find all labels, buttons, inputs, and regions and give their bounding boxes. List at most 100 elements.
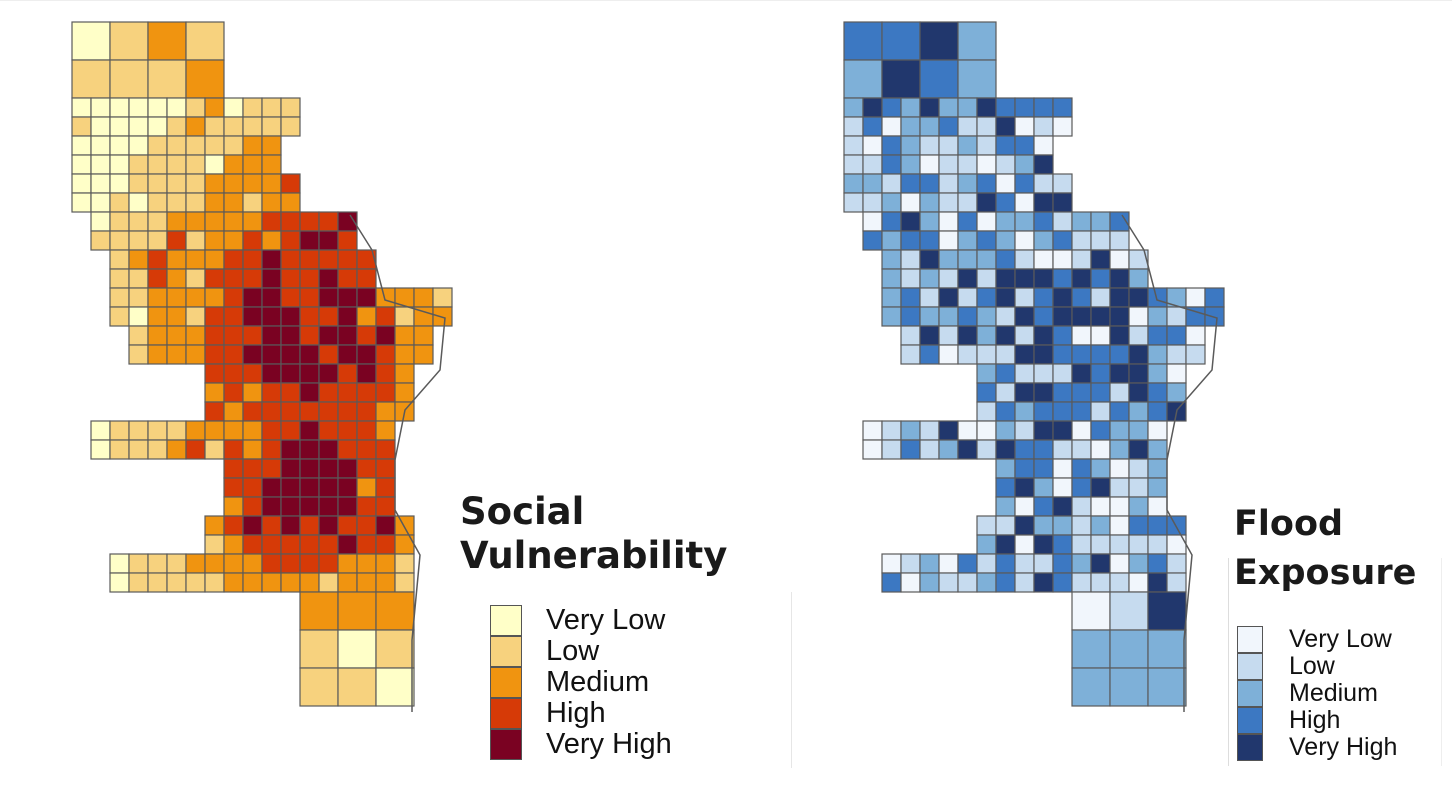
census-tract [318,230,339,251]
census-tract [299,287,320,308]
legend-swatch [1237,680,1263,707]
census-tract [147,439,168,460]
census-tract [919,116,940,137]
shoreline [349,214,446,712]
census-tract [356,268,377,289]
census-tract [1071,496,1092,517]
census-tract [1128,306,1149,327]
census-tract [957,287,978,308]
legend-label: Very Low [1289,625,1392,653]
census-tract [1033,287,1054,308]
census-tract [995,496,1016,517]
census-tract [1014,401,1035,422]
census-tract [1090,534,1111,555]
census-tract [71,97,92,118]
census-tract [337,553,358,574]
census-tract [919,21,959,61]
census-tract [223,534,244,555]
census-tract [356,572,377,593]
census-tract [881,116,902,137]
census-tract [280,572,301,593]
legend-item-low: Low [1237,652,1397,680]
census-tract [166,553,187,574]
census-tract [957,211,978,232]
top-rule [0,0,1452,1]
legend-item-very-high: Very High [1237,733,1397,761]
census-tract [223,230,244,251]
census-tract [957,268,978,289]
census-tract [1033,515,1054,536]
census-tract [280,116,301,137]
census-tract [1052,116,1073,137]
census-tract [261,420,282,441]
census-tract [1033,458,1054,479]
census-tract [976,135,997,156]
census-tract [1052,325,1073,346]
census-tract [318,458,339,479]
census-tract [843,154,864,175]
census-tract [242,439,263,460]
census-tract [1014,363,1035,384]
census-tract [413,325,434,346]
census-tract [375,458,396,479]
census-tract [1147,477,1168,498]
census-tract [1014,458,1035,479]
census-tract [280,344,301,365]
census-tract [1033,534,1054,555]
legend-label: Very Low [546,604,666,636]
census-tract [1052,496,1073,517]
census-tract [1052,572,1073,593]
census-tract [280,382,301,403]
census-tract [185,287,206,308]
census-tract [242,230,263,251]
census-tract [109,249,130,270]
census-tract [318,211,339,232]
census-tract [337,496,358,517]
census-tract [976,401,997,422]
census-tract [185,135,206,156]
census-tract [1033,439,1054,460]
census-tract [185,249,206,270]
census-tract [299,211,320,232]
census-tract [900,192,921,213]
title-line-1: Social [460,490,585,533]
census-tract [90,439,111,460]
census-tract [919,230,940,251]
census-tract [242,458,263,479]
census-tract [1090,553,1111,574]
census-tract [1090,211,1111,232]
census-tract [185,59,225,99]
census-tract [957,420,978,441]
census-tract [1052,515,1073,536]
census-tract [242,306,263,327]
census-tract [166,268,187,289]
census-tract [242,116,263,137]
census-tract [147,572,168,593]
census-tract [337,325,358,346]
census-tract [1147,591,1187,631]
census-tract [1052,363,1073,384]
census-tract [1014,496,1035,517]
census-tract [1090,477,1111,498]
census-tract [90,116,111,137]
census-tract [109,97,130,118]
census-tract [1090,420,1111,441]
census-tract [1128,401,1149,422]
census-tract [995,230,1016,251]
legend-label: High [1289,706,1341,734]
census-tract [1052,192,1073,213]
census-tract [280,534,301,555]
census-tract [938,249,959,270]
census-tract [166,154,187,175]
census-tract [375,534,396,555]
census-tract [1014,572,1035,593]
census-tract [1090,439,1111,460]
census-tract [862,230,883,251]
census-tract [995,211,1016,232]
census-tract [128,192,149,213]
census-tract [318,306,339,327]
census-tract [185,211,206,232]
legend-swatch [490,698,522,729]
census-tract [147,59,187,99]
census-tract [1128,344,1149,365]
